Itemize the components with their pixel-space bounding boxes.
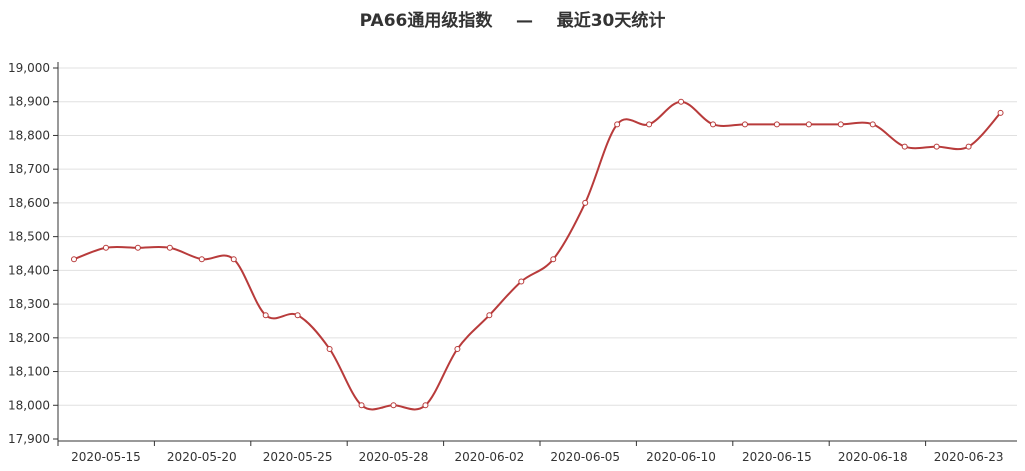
data-point	[166, 244, 173, 251]
data-point	[837, 121, 844, 128]
data-point	[358, 402, 365, 409]
y-tick-label: 18,400	[8, 263, 50, 277]
data-point	[614, 121, 621, 128]
y-tick-label: 18,100	[8, 365, 50, 379]
data-point	[869, 121, 876, 128]
data-point	[262, 312, 269, 319]
data-point	[646, 121, 653, 128]
x-tick-label: 2020-06-10	[646, 450, 716, 464]
data-point	[454, 345, 461, 352]
y-tick-label: 17,900	[8, 432, 50, 446]
data-point	[134, 244, 141, 251]
y-tick-label: 18,800	[8, 128, 50, 142]
y-tick-label: 18,200	[8, 331, 50, 345]
y-tick-label: 18,900	[8, 95, 50, 109]
y-tick-label: 18,000	[8, 398, 50, 412]
x-tick-label: 2020-05-28	[359, 450, 429, 464]
data-point	[773, 121, 780, 128]
data-point	[198, 256, 205, 263]
x-tick-label: 2020-06-02	[454, 450, 524, 464]
data-point	[422, 402, 429, 409]
x-tick-label: 2020-06-05	[550, 450, 620, 464]
data-point	[102, 244, 109, 251]
data-point	[965, 143, 972, 150]
x-tick-label: 2020-05-20	[167, 450, 237, 464]
data-point	[933, 143, 940, 150]
data-point	[741, 121, 748, 128]
y-tick-label: 18,600	[8, 196, 50, 210]
data-point	[550, 256, 557, 263]
y-tick-label: 18,700	[8, 162, 50, 176]
y-tick-label: 18,300	[8, 297, 50, 311]
data-point	[390, 402, 397, 409]
x-tick-label: 2020-06-23	[934, 450, 1004, 464]
series-line	[73, 100, 1002, 411]
y-tick-label: 19,000	[8, 61, 50, 75]
data-point	[230, 256, 237, 263]
data-point	[326, 345, 333, 352]
x-tick-label: 2020-06-18	[838, 450, 908, 464]
data-point	[486, 312, 493, 319]
data-point	[294, 312, 301, 319]
x-tick-label: 2020-05-15	[71, 450, 141, 464]
data-point	[805, 121, 812, 128]
y-tick-label: 18,500	[8, 230, 50, 244]
x-tick-label: 2020-05-25	[263, 450, 333, 464]
data-point	[710, 121, 716, 128]
x-tick-label: 2020-06-15	[742, 450, 812, 464]
data-point	[997, 109, 1004, 116]
data-point	[582, 199, 589, 206]
data-point	[71, 256, 77, 263]
chart-title: PA66通用级指数 — 最近30天统计	[359, 11, 666, 31]
data-point	[901, 143, 908, 150]
data-point	[678, 98, 685, 105]
data-point	[518, 278, 525, 285]
